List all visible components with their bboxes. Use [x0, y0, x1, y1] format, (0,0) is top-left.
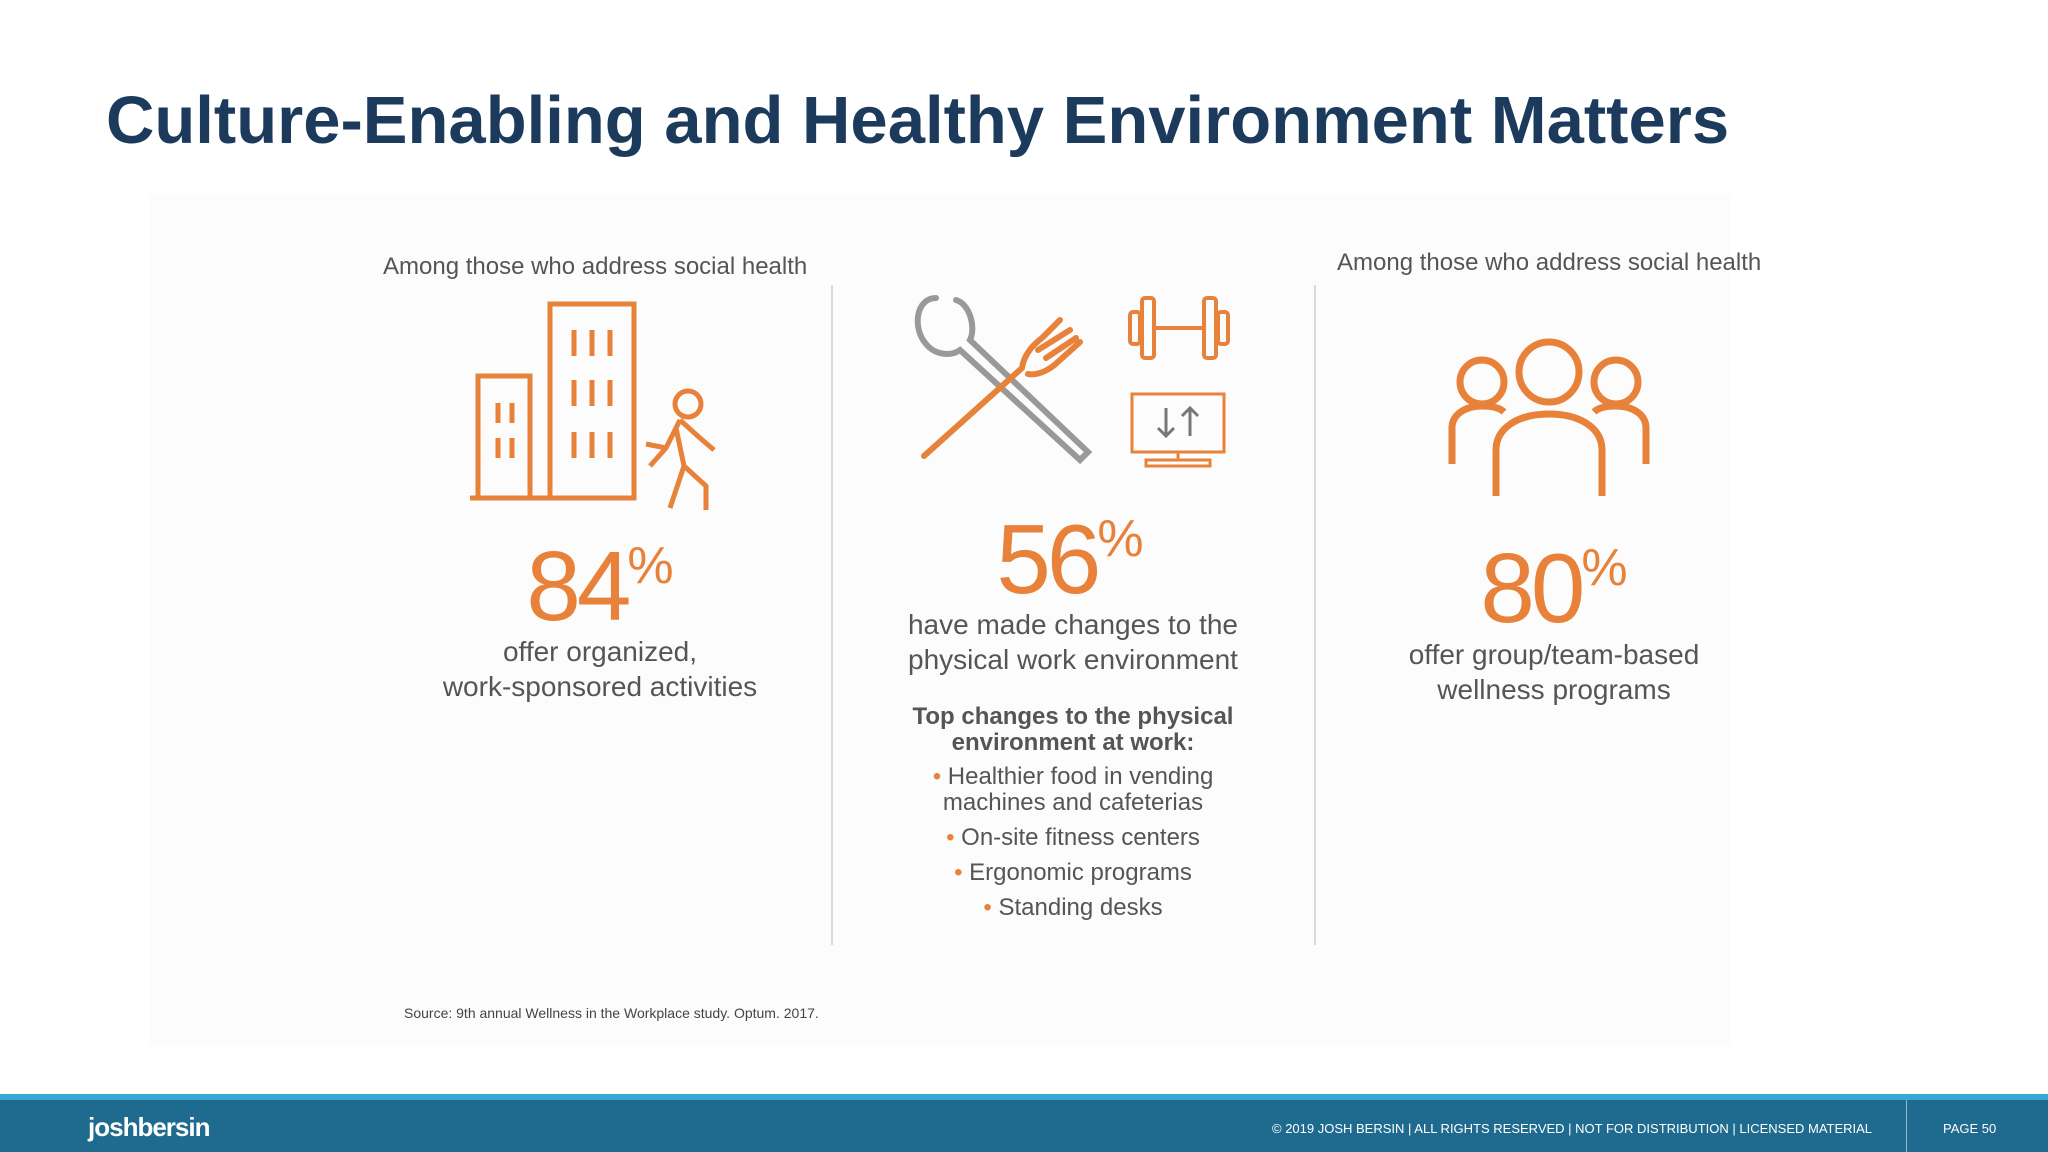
column-1-description: offer organized, work-sponsored activiti… [400, 634, 800, 704]
column-2-description-line: physical work environment [908, 644, 1238, 675]
joshbersin-logo: joshbersin [88, 1112, 210, 1142]
source-citation: Source: 9th annual Wellness in the Workp… [404, 1005, 819, 1021]
column-3-description: offer group/team-based wellness programs [1354, 637, 1754, 707]
building-walker-icon [470, 301, 716, 510]
column-2-description: have made changes to the physical work e… [873, 607, 1273, 677]
stat-80-value: 80 [1480, 533, 1585, 643]
column-divider [1314, 285, 1316, 945]
top-changes-heading: Top changes to the physical environment … [873, 704, 1273, 756]
people-group-icon [1448, 338, 1650, 496]
column-3-description-line: offer group/team-based [1408, 639, 1700, 670]
footer-divider [1906, 1100, 1907, 1152]
dumbbell-icon [1128, 296, 1230, 360]
column-3-description-line: wellness programs [1437, 674, 1671, 705]
monitor-icon [1130, 392, 1226, 468]
stat-80-unit: % [1581, 539, 1628, 597]
footer-bar [0, 1094, 2048, 1152]
slide-title: Culture-Enabling and Healthy Environment… [106, 83, 1730, 158]
top-changes-list: Healthier food in vending machines and c… [918, 764, 1228, 930]
list-item: Healthier food in vending machines and c… [918, 764, 1228, 816]
stat-84-percent: 84% [520, 530, 680, 643]
column-2-description-line: have made changes to the [907, 609, 1238, 640]
column-divider [831, 285, 833, 945]
top-changes-heading-line: environment at work: [951, 729, 1195, 756]
column-1-description-line: offer organized, [502, 636, 698, 667]
page-number: PAGE 50 [1943, 1121, 1997, 1136]
stat-56-unit: % [1097, 510, 1144, 568]
column-3-subtitle: Among those who address social health [1337, 249, 1762, 276]
stat-56-value: 56 [996, 504, 1101, 614]
stat-80-percent: 80% [1474, 532, 1634, 645]
top-changes-heading-line: Top changes to the physical [912, 703, 1234, 730]
list-item: Standing desks [918, 895, 1228, 921]
footer-stripe [0, 1094, 2048, 1100]
spoon-fork-icon [914, 295, 1093, 465]
stat-84-unit: % [627, 537, 674, 595]
stat-56-percent: 56% [990, 503, 1150, 616]
stat-84-value: 84 [526, 531, 631, 641]
list-item: Ergonomic programs [918, 860, 1228, 886]
column-1-subtitle: Among those who address social health [383, 253, 808, 280]
column-1-description-line: work-sponsored activities [442, 671, 758, 702]
list-item: On-site fitness centers [918, 825, 1228, 851]
copyright-notice: © 2019 JOSH BERSIN | ALL RIGHTS RESERVED… [1272, 1121, 1873, 1136]
